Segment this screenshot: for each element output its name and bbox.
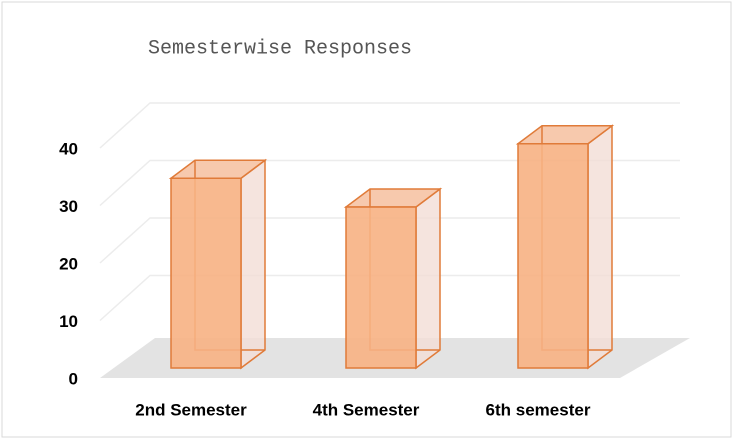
y-tick-label: 30 bbox=[59, 197, 78, 216]
y-tick-label: 0 bbox=[69, 369, 78, 388]
bar bbox=[170, 177, 242, 369]
grid-line bbox=[99, 274, 680, 322]
bar bbox=[345, 206, 417, 369]
bar bbox=[517, 143, 589, 369]
y-tick-label: 10 bbox=[59, 312, 78, 331]
bar-side bbox=[240, 158, 266, 370]
grid-line bbox=[99, 102, 680, 149]
x-tick-label: 4th Semester bbox=[313, 400, 420, 419]
bar-side bbox=[415, 187, 441, 370]
y-tick-label: 40 bbox=[59, 139, 78, 158]
y-tick-label: 20 bbox=[59, 254, 78, 273]
grid-line bbox=[99, 217, 680, 264]
chart-title: Semesterwise Responses bbox=[148, 37, 412, 60]
x-tick-label: 2nd Semester bbox=[135, 400, 247, 419]
bar-side bbox=[587, 124, 613, 370]
grid-line bbox=[99, 159, 680, 207]
x-tick-label: 6th semester bbox=[486, 400, 591, 419]
